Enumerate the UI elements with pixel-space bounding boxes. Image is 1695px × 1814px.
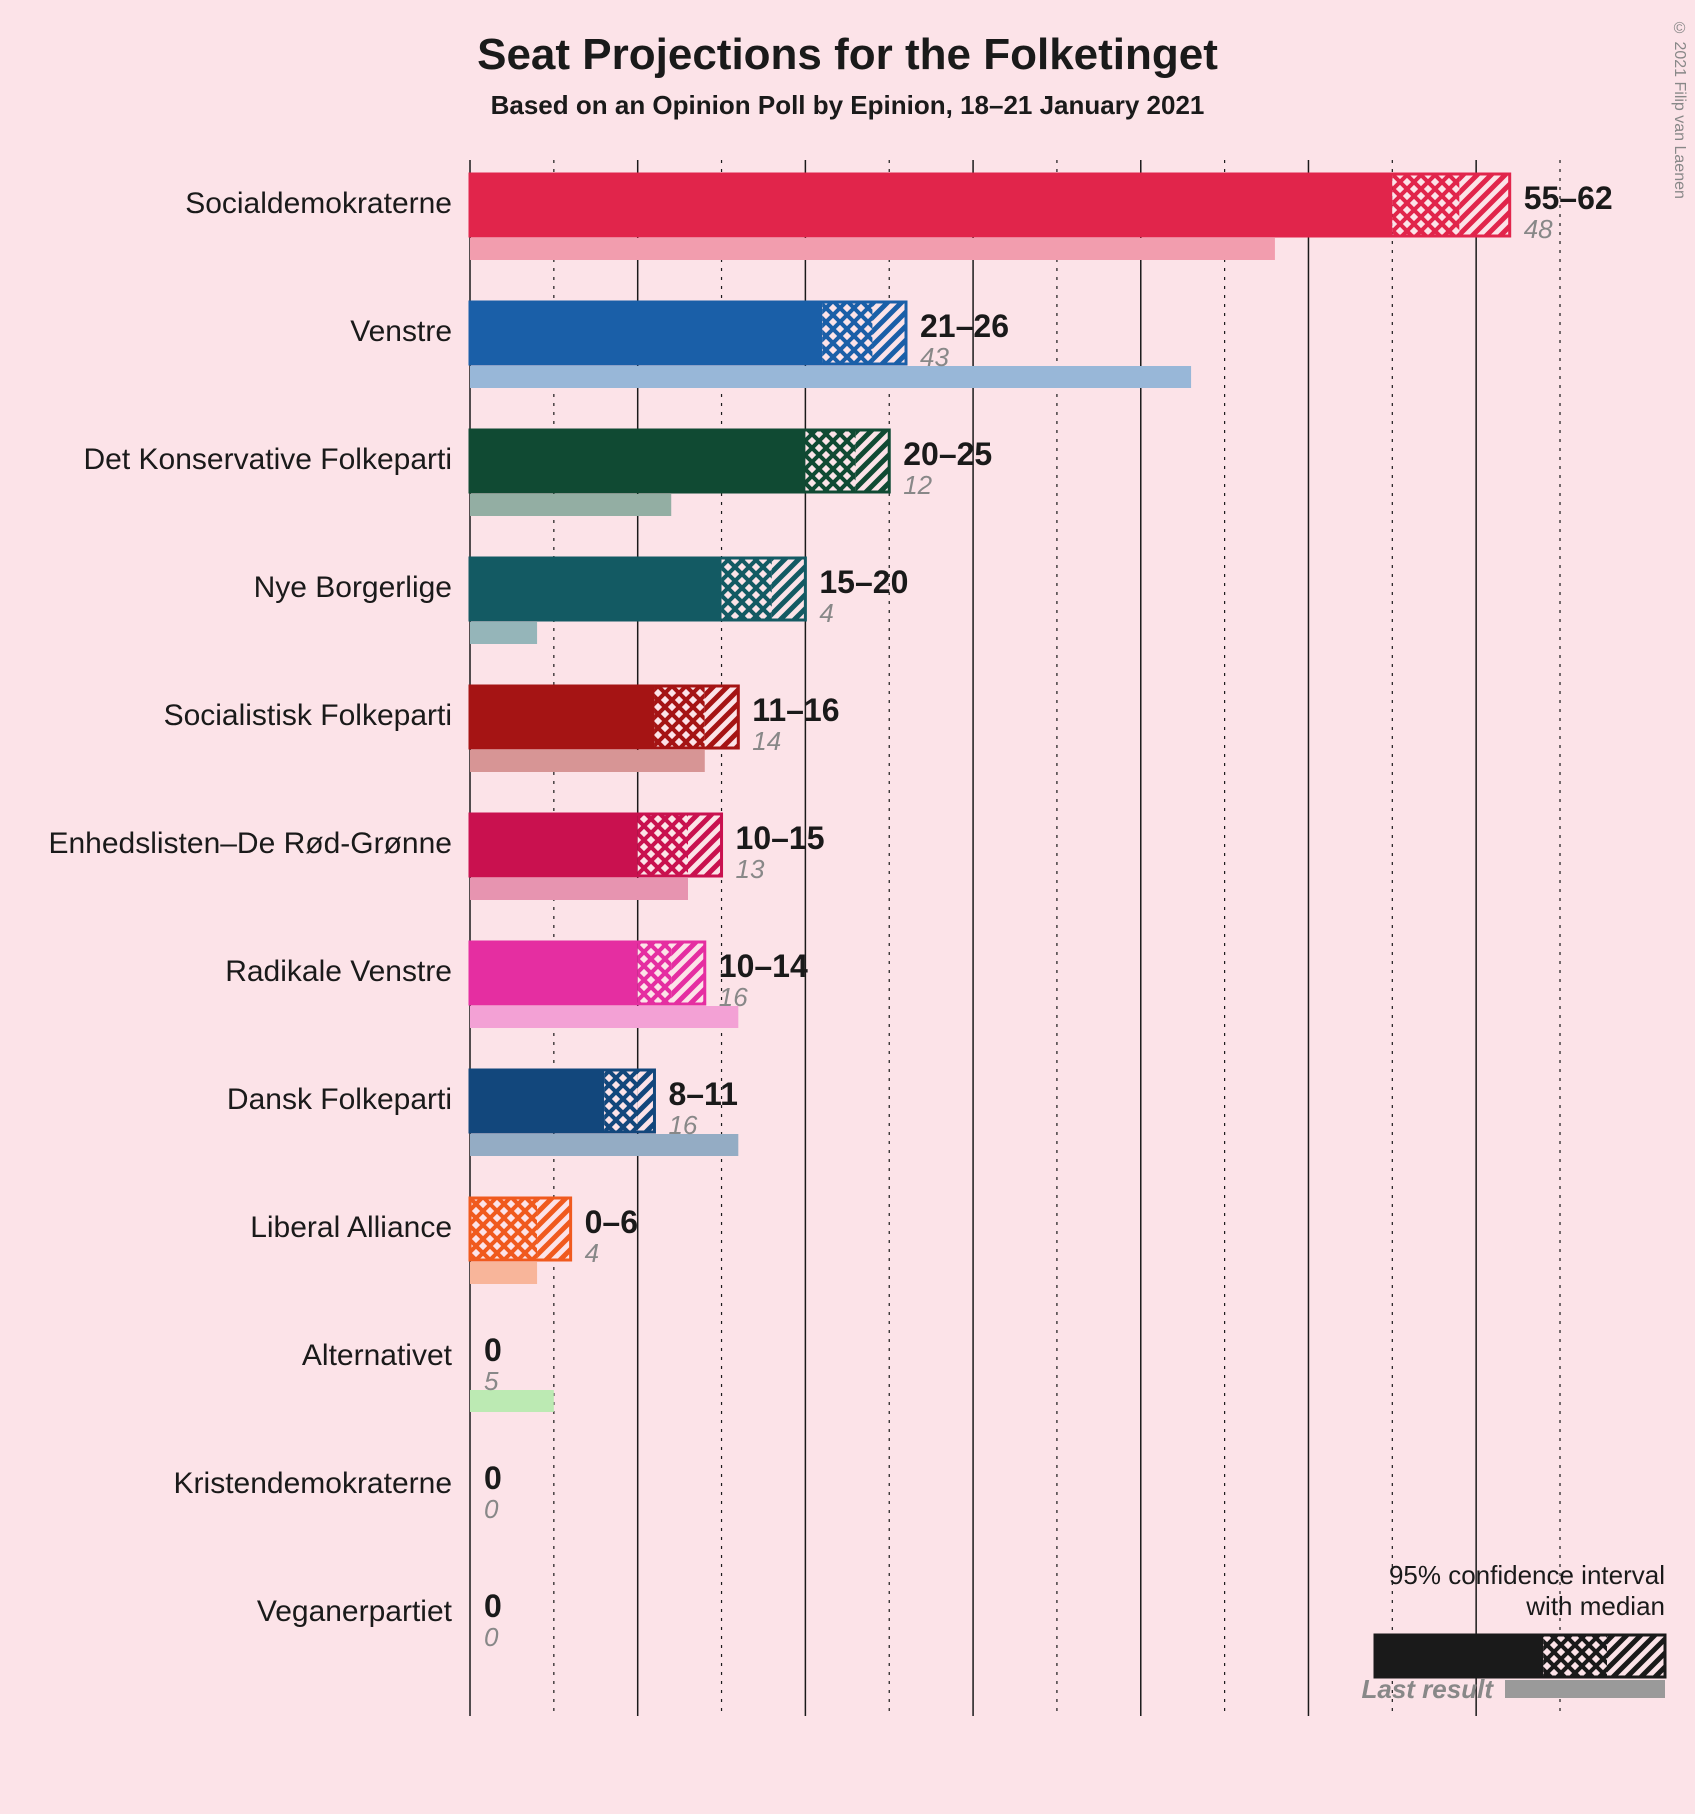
- party-label: Socialistisk Folkeparti: [164, 699, 452, 733]
- range-label: 55–62: [1524, 180, 1613, 217]
- party-label: Dansk Folkeparti: [227, 1083, 452, 1117]
- party-label: Liberal Alliance: [250, 1211, 452, 1245]
- previous-label: 0: [484, 1622, 498, 1653]
- party-label: Enhedslisten–De Rød-Grønne: [48, 827, 452, 861]
- previous-label: 4: [585, 1238, 599, 1269]
- previous-label: 13: [736, 854, 765, 885]
- party-label: Veganerpartiet: [257, 1595, 452, 1629]
- previous-label: 16: [668, 1110, 697, 1141]
- party-label: Kristendemokraterne: [174, 1467, 452, 1501]
- previous-label: 43: [920, 342, 949, 373]
- previous-label: 14: [752, 726, 781, 757]
- previous-label: 12: [903, 470, 932, 501]
- chart-root: Seat Projections for the Folketinget Base…: [0, 0, 1695, 1814]
- party-label: Det Konservative Folkeparti: [84, 443, 453, 477]
- copyright: © 2021 Filip van Laenen: [1670, 20, 1688, 199]
- range-label: 8–11: [668, 1076, 737, 1113]
- range-label: 20–25: [903, 436, 992, 473]
- party-label: Nye Borgerlige: [254, 571, 452, 605]
- previous-label: 5: [484, 1366, 498, 1397]
- legend-last-label: Last result: [1362, 1674, 1494, 1705]
- party-label: Venstre: [350, 315, 452, 349]
- previous-label: 16: [719, 982, 748, 1013]
- previous-label: 48: [1524, 214, 1553, 245]
- range-label: 15–20: [819, 564, 908, 601]
- previous-label: 0: [484, 1494, 498, 1525]
- previous-label: 4: [819, 598, 833, 629]
- range-label: 10–14: [719, 948, 808, 985]
- range-label: 0: [484, 1332, 502, 1369]
- range-label: 10–15: [736, 820, 825, 857]
- range-label: 0: [484, 1460, 502, 1497]
- party-label: Alternativet: [302, 1339, 452, 1373]
- range-label: 11–16: [752, 692, 839, 729]
- range-label: 21–26: [920, 308, 1009, 345]
- chart-subtitle: Based on an Opinion Poll by Epinion, 18–…: [0, 90, 1695, 121]
- chart-title: Seat Projections for the Folketinget: [0, 30, 1695, 80]
- legend-title: 95% confidence intervalwith median: [1389, 1560, 1665, 1622]
- party-label: Radikale Venstre: [225, 955, 452, 989]
- legend-line2: with median: [1389, 1591, 1665, 1622]
- party-label: Socialdemokraterne: [185, 187, 452, 221]
- legend-line1: 95% confidence interval: [1389, 1560, 1665, 1591]
- range-label: 0: [484, 1588, 502, 1625]
- range-label: 0–6: [585, 1204, 638, 1241]
